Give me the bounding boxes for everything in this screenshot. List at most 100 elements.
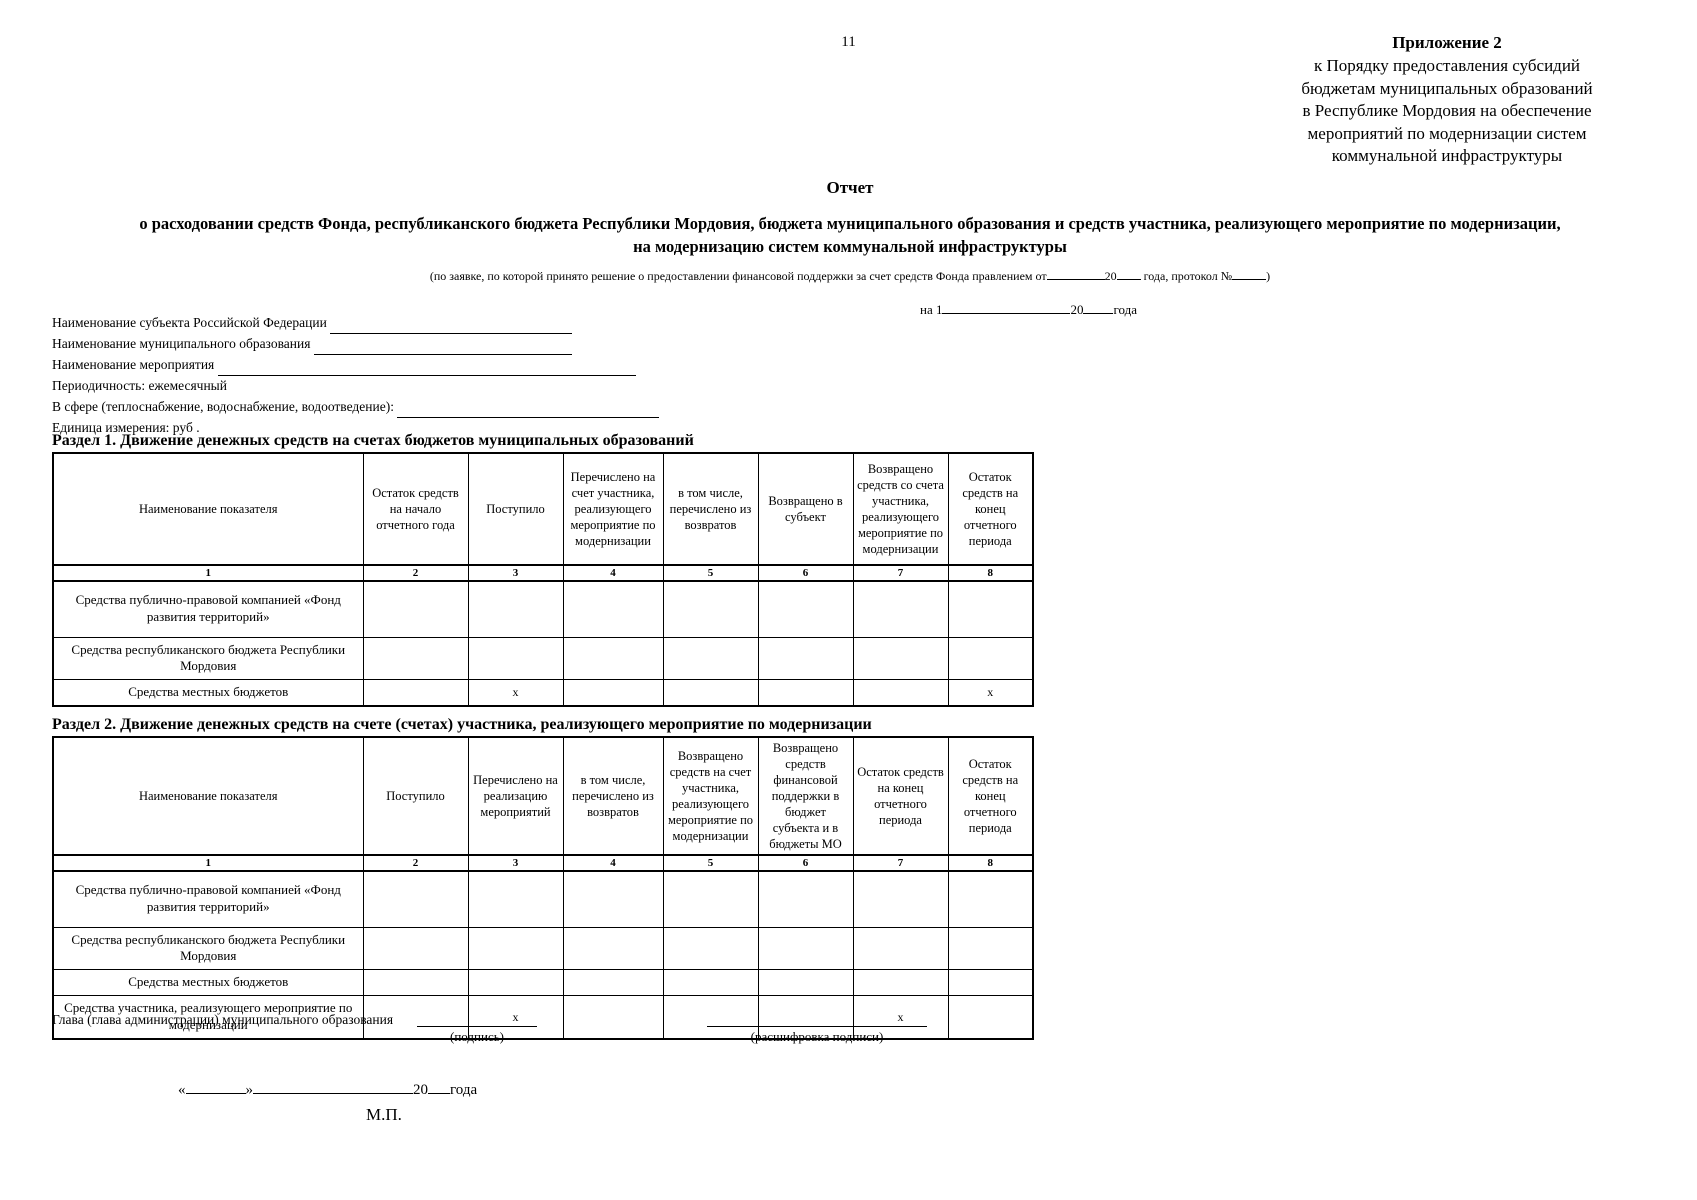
t2-row-4-col-2[interactable]	[362, 995, 469, 1040]
t2-row-4-col-3[interactable]: х	[467, 995, 564, 1040]
t2-row-1-col-8[interactable]	[947, 870, 1034, 928]
field-municipality-label: Наименование муниципального образования	[52, 336, 311, 351]
t1-row-2-col-8[interactable]	[947, 636, 1034, 681]
t1-colnum-4: 4	[562, 564, 664, 582]
t1-row-2-label: Средства республиканского бюджета Респуб…	[52, 636, 364, 681]
note-protocol-blank[interactable]	[1232, 278, 1267, 280]
t2-row-3-col-3[interactable]	[467, 969, 564, 997]
table-row: Средства республиканского бюджета Респуб…	[52, 636, 1034, 681]
section-2-heading: Раздел 2. Движение денежных средств на с…	[52, 716, 872, 733]
t2-row-1-col-7[interactable]	[852, 870, 949, 928]
date-month-blank[interactable]	[253, 1093, 413, 1094]
t2-row-4-col-5[interactable]	[662, 995, 759, 1040]
note-date-blank[interactable]	[1046, 278, 1105, 280]
t1-row-1-col-8[interactable]	[947, 580, 1034, 638]
table-header-row: Наименование показателя Остаток средств …	[52, 452, 1034, 566]
document-note: (по заявке, по которой принято решение о…	[50, 269, 1650, 284]
t2-row-1-col-6[interactable]	[757, 870, 854, 928]
t1-row-1-col-3[interactable]	[467, 580, 564, 638]
t1-row-2-col-5[interactable]	[662, 636, 759, 681]
t1-row-2-col-7[interactable]	[852, 636, 949, 681]
t1-row-3-col-6[interactable]	[757, 679, 854, 707]
field-event-name-input[interactable]	[217, 360, 636, 376]
t2-row-2-col-8[interactable]	[947, 926, 1034, 971]
t2-row-4-col-6[interactable]	[757, 995, 854, 1040]
t2-header-3: Перечислено на реализацию мероприятий	[467, 736, 564, 856]
signature-line[interactable]	[417, 1012, 537, 1027]
appendix-title: Приложение 2	[1392, 33, 1502, 52]
table-column-number-row: 1 2 3 4 5 6 7 8	[52, 854, 1034, 872]
t1-row-1-col-5[interactable]	[662, 580, 759, 638]
t1-row-1-col-7[interactable]	[852, 580, 949, 638]
field-unit-label: Единица измерения: руб .	[52, 420, 200, 435]
t2-header-6: Возвращено средств финансовой поддержки …	[757, 736, 854, 856]
as-of-date: на 1 20 года	[920, 302, 1137, 318]
t1-row-3-col-2[interactable]	[362, 679, 469, 707]
stamp-marker: М.П.	[366, 1105, 402, 1124]
t2-row-2-label: Средства республиканского бюджета Респуб…	[52, 926, 364, 971]
t2-colnum-3: 3	[467, 854, 564, 872]
t2-row-2-col-4[interactable]	[562, 926, 664, 971]
t1-colnum-8: 8	[947, 564, 1034, 582]
t2-row-2-col-2[interactable]	[362, 926, 469, 971]
t2-row-2-col-7[interactable]	[852, 926, 949, 971]
t2-row-1-col-4[interactable]	[562, 870, 664, 928]
field-municipality: Наименование муниципального образования	[52, 333, 659, 355]
t1-row-3-col-5[interactable]	[662, 679, 759, 707]
field-municipality-input[interactable]	[313, 339, 572, 355]
t2-row-1-col-5[interactable]	[662, 870, 759, 928]
t1-row-3-col-7[interactable]	[852, 679, 949, 707]
t2-row-1-col-2[interactable]	[362, 870, 469, 928]
title-block: Отчет о расходовании средств Фонда, респ…	[50, 178, 1650, 296]
field-subject-input[interactable]	[330, 318, 573, 334]
t1-row-1-col-4[interactable]	[562, 580, 664, 638]
t2-row-3-col-2[interactable]	[362, 969, 469, 997]
t1-header-3: Поступило	[467, 452, 564, 566]
t1-row-2-col-2[interactable]	[362, 636, 469, 681]
t1-row-3-col-8[interactable]: х	[947, 679, 1034, 707]
as-of-prefix: на 1	[920, 302, 943, 317]
t1-row-2-col-6[interactable]	[757, 636, 854, 681]
t2-header-5: Возвращено средств на счет участника, ре…	[662, 736, 759, 856]
t2-row-3-label: Средства местных бюджетов	[52, 969, 364, 997]
as-of-year-blank[interactable]	[1083, 313, 1114, 314]
field-unit: Единица измерения: руб .	[52, 417, 659, 438]
t1-row-2-col-4[interactable]	[562, 636, 664, 681]
field-subject: Наименование субъекта Российской Федерац…	[52, 312, 659, 334]
t1-header-2: Остаток средств на начало отчетного года	[362, 452, 469, 566]
t1-header-1: Наименование показателя	[52, 452, 364, 566]
t2-row-3-col-6[interactable]	[757, 969, 854, 997]
t2-colnum-7: 7	[852, 854, 949, 872]
field-sphere-input[interactable]	[397, 402, 660, 418]
t1-row-3-col-3[interactable]: х	[467, 679, 564, 707]
t2-row-3-col-4[interactable]	[562, 969, 664, 997]
date-open-quote: «	[178, 1082, 186, 1098]
t1-row-1-col-2[interactable]	[362, 580, 469, 638]
t2-row-3-col-5[interactable]	[662, 969, 759, 997]
t2-header-4: в том числе, перечислено из возвратов	[562, 736, 664, 856]
t1-row-3-col-4[interactable]	[562, 679, 664, 707]
table-column-number-row: 1 2 3 4 5 6 7 8	[52, 564, 1034, 582]
t2-row-1-col-3[interactable]	[467, 870, 564, 928]
note-year-blank[interactable]	[1116, 278, 1141, 280]
t2-row-3-col-7[interactable]	[852, 969, 949, 997]
date-close-quote: »	[245, 1082, 254, 1098]
t2-header-8: Остаток средств на конец отчетного перио…	[947, 736, 1034, 856]
t2-row-2-col-6[interactable]	[757, 926, 854, 971]
field-periodicity-label: Периодичность: ежемесячный	[52, 378, 227, 393]
t2-row-4-col-8[interactable]	[947, 995, 1034, 1040]
t1-row-1-col-6[interactable]	[757, 580, 854, 638]
t2-row-3-col-8[interactable]	[947, 969, 1034, 997]
date-year-blank[interactable]	[428, 1093, 450, 1094]
t2-row-2-col-3[interactable]	[467, 926, 564, 971]
as-of-date-blank[interactable]	[942, 313, 1071, 314]
t2-row-4-col-4[interactable]	[562, 995, 664, 1040]
t2-colnum-5: 5	[662, 854, 759, 872]
date-day-blank[interactable]	[185, 1093, 246, 1094]
transcript-line[interactable]	[707, 1012, 927, 1027]
t2-row-2-col-5[interactable]	[662, 926, 759, 971]
t2-colnum-1: 1	[52, 854, 364, 872]
transcript-slot: (расшифровка подписи)	[707, 1012, 927, 1045]
t1-row-2-col-3[interactable]	[467, 636, 564, 681]
field-periodicity: Периодичность: ежемесячный	[52, 375, 659, 396]
